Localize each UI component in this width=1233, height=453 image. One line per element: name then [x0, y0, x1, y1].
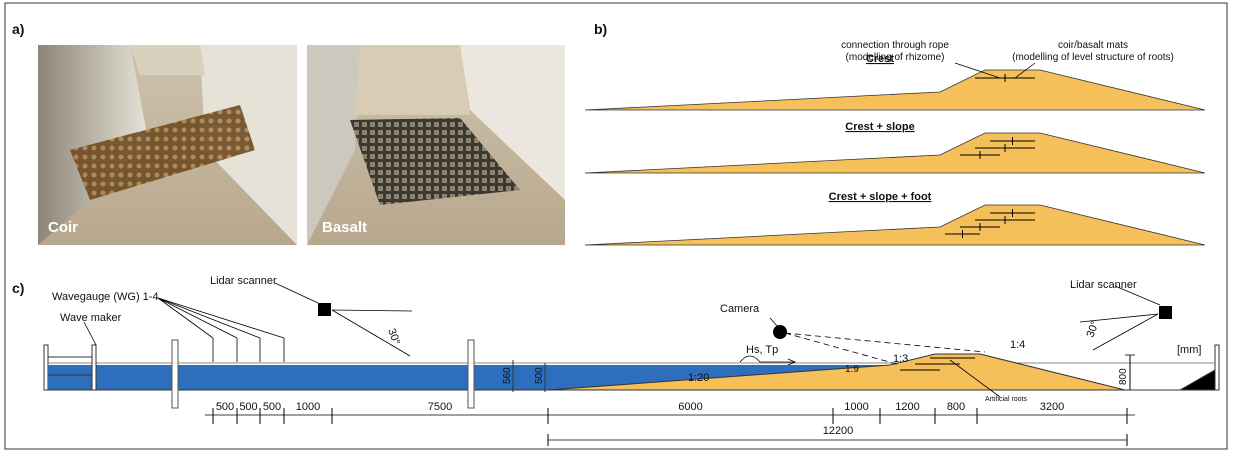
- height: 800: [1118, 368, 1129, 385]
- photo-label: Basalt: [322, 219, 367, 236]
- dune-profile: [585, 70, 1205, 110]
- label: Wavegauge (WG) 1-4: [52, 291, 159, 303]
- photo-coir: Coir: [38, 45, 297, 245]
- dimension: 1200: [895, 401, 919, 413]
- slope: 1:4: [1010, 339, 1025, 351]
- slope: 1:3: [893, 353, 908, 365]
- flume: [44, 340, 1219, 408]
- photo-basalt: Basalt: [307, 45, 565, 245]
- dimension: 500: [239, 401, 257, 413]
- dimensions: 500 500 500 1000 7500 6000 1000 1200 800 3200: [205, 401, 1135, 424]
- label: Camera: [720, 303, 760, 315]
- label: Artificial roots: [985, 396, 1028, 403]
- annotation: (modelling of rhizome): [846, 52, 945, 63]
- dimension: 6000: [678, 401, 702, 413]
- slope: 1:20: [688, 372, 709, 384]
- dimension: 7500: [428, 401, 452, 413]
- unit: [mm]: [1177, 344, 1201, 356]
- panel-label: a): [12, 21, 24, 37]
- depth: 500: [534, 367, 545, 384]
- label: Hs, Tp: [746, 344, 778, 356]
- figure: a) Coir Basalt b) CrestCrest + slopeCres…: [0, 0, 1233, 453]
- angle: 30°: [1085, 319, 1102, 339]
- dimension: 500: [263, 401, 281, 413]
- label: Wave maker: [60, 312, 122, 324]
- panel-label: c): [12, 280, 24, 296]
- slope: 1:9: [845, 364, 859, 375]
- dimension: 1000: [296, 401, 320, 413]
- profile-title: Crest + slope + foot: [829, 191, 932, 203]
- annotation: connection through rope: [841, 40, 949, 51]
- dune-profile: [585, 133, 1205, 173]
- annotation: (modelling of level structure of roots): [1012, 52, 1174, 63]
- depth: 560: [502, 367, 513, 384]
- dimension: 800: [947, 401, 965, 413]
- label: Lidar scanner: [210, 275, 277, 287]
- dimension: 12200: [823, 425, 854, 437]
- profile-title: Crest + slope: [845, 121, 914, 133]
- annotation: coir/basalt mats: [1058, 40, 1128, 51]
- angle: 30°: [385, 327, 402, 347]
- panel-label: b): [594, 21, 607, 37]
- label: Lidar scanner: [1070, 279, 1137, 291]
- dimension: 1000: [844, 401, 868, 413]
- dimension: 500: [216, 401, 234, 413]
- dune-profile: [585, 205, 1205, 245]
- photo-label: Coir: [48, 219, 78, 236]
- dimension: 3200: [1040, 401, 1064, 413]
